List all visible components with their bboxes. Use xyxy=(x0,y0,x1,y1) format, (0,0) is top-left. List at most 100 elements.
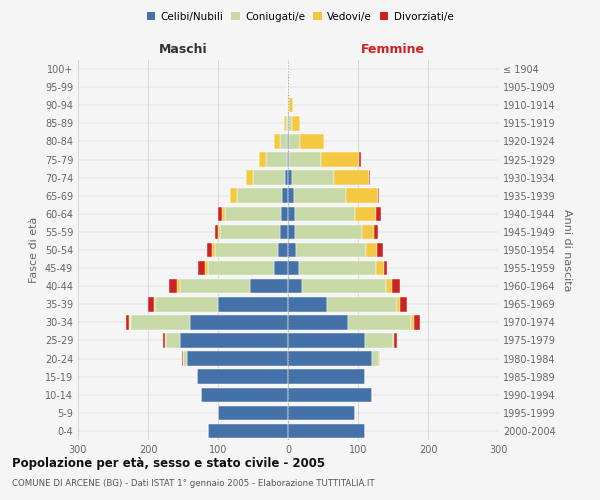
Bar xyxy=(178,279,179,293)
Bar xyxy=(288,352,372,366)
Bar xyxy=(130,315,190,330)
Bar xyxy=(266,152,287,167)
Bar xyxy=(218,206,221,221)
Bar xyxy=(288,152,289,167)
Bar xyxy=(187,352,288,366)
Bar xyxy=(148,297,154,312)
Bar xyxy=(367,243,377,257)
Bar xyxy=(346,188,377,203)
Bar xyxy=(221,206,225,221)
Bar xyxy=(288,315,347,330)
Bar xyxy=(321,152,359,167)
Bar xyxy=(376,261,384,276)
Bar xyxy=(326,297,397,312)
Bar xyxy=(372,352,379,366)
Bar xyxy=(287,134,288,148)
Bar xyxy=(376,206,381,221)
Bar xyxy=(218,406,288,420)
Bar xyxy=(288,261,299,276)
Bar xyxy=(393,333,394,347)
Bar xyxy=(368,170,370,185)
Bar xyxy=(208,261,274,276)
Bar xyxy=(355,206,376,221)
Bar xyxy=(288,424,365,438)
Bar xyxy=(288,370,365,384)
Bar xyxy=(183,352,187,366)
Bar xyxy=(361,224,374,239)
Bar xyxy=(215,243,277,257)
Bar xyxy=(237,188,283,203)
Bar xyxy=(289,98,293,112)
Bar xyxy=(259,152,266,167)
Bar xyxy=(300,134,325,148)
Bar xyxy=(288,388,372,402)
Y-axis label: Fasce di età: Fasce di età xyxy=(29,217,39,283)
Bar xyxy=(129,315,130,330)
Bar xyxy=(163,333,165,347)
Bar xyxy=(274,261,288,276)
Bar xyxy=(347,315,410,330)
Bar xyxy=(125,315,129,330)
Bar xyxy=(287,152,288,167)
Bar xyxy=(182,352,183,366)
Bar xyxy=(295,224,361,239)
Bar xyxy=(288,333,365,347)
Bar xyxy=(277,243,288,257)
Bar xyxy=(225,206,281,221)
Bar xyxy=(289,152,321,167)
Bar xyxy=(288,116,292,130)
Bar xyxy=(246,170,253,185)
Text: Maschi: Maschi xyxy=(158,44,208,57)
Bar xyxy=(414,315,419,330)
Bar xyxy=(299,261,376,276)
Bar xyxy=(220,224,280,239)
Bar xyxy=(179,279,250,293)
Bar xyxy=(197,370,288,384)
Bar xyxy=(155,297,218,312)
Bar xyxy=(288,170,292,185)
Bar xyxy=(288,279,302,293)
Bar xyxy=(190,315,288,330)
Bar xyxy=(230,188,237,203)
Bar xyxy=(284,170,288,185)
Bar xyxy=(302,279,386,293)
Bar xyxy=(288,297,326,312)
Bar xyxy=(199,261,205,276)
Bar xyxy=(400,297,407,312)
Bar xyxy=(288,406,355,420)
Bar xyxy=(365,333,393,347)
Bar xyxy=(283,188,288,203)
Bar xyxy=(410,315,414,330)
Bar xyxy=(165,333,166,347)
Bar xyxy=(281,206,288,221)
Bar xyxy=(292,116,300,130)
Bar xyxy=(218,297,288,312)
Text: Popolazione per età, sesso e stato civile - 2005: Popolazione per età, sesso e stato civil… xyxy=(12,458,325,470)
Bar xyxy=(377,188,379,203)
Bar xyxy=(379,352,380,366)
Bar xyxy=(359,152,361,167)
Bar xyxy=(397,297,400,312)
Bar xyxy=(386,279,392,293)
Bar xyxy=(207,243,212,257)
Bar xyxy=(250,279,288,293)
Bar xyxy=(288,188,293,203)
Bar xyxy=(288,80,289,94)
Bar xyxy=(288,243,296,257)
Bar xyxy=(284,116,286,130)
Bar xyxy=(218,224,220,239)
Bar xyxy=(274,134,280,148)
Bar xyxy=(286,116,288,130)
Y-axis label: Anni di nascita: Anni di nascita xyxy=(562,209,572,291)
Bar xyxy=(295,206,355,221)
Text: Femmine: Femmine xyxy=(361,44,425,57)
Bar xyxy=(288,98,289,112)
Bar xyxy=(394,333,397,347)
Bar xyxy=(374,224,377,239)
Bar xyxy=(253,170,284,185)
Bar xyxy=(384,261,388,276)
Bar xyxy=(212,243,215,257)
Bar xyxy=(296,243,367,257)
Bar xyxy=(179,333,288,347)
Bar xyxy=(288,206,295,221)
